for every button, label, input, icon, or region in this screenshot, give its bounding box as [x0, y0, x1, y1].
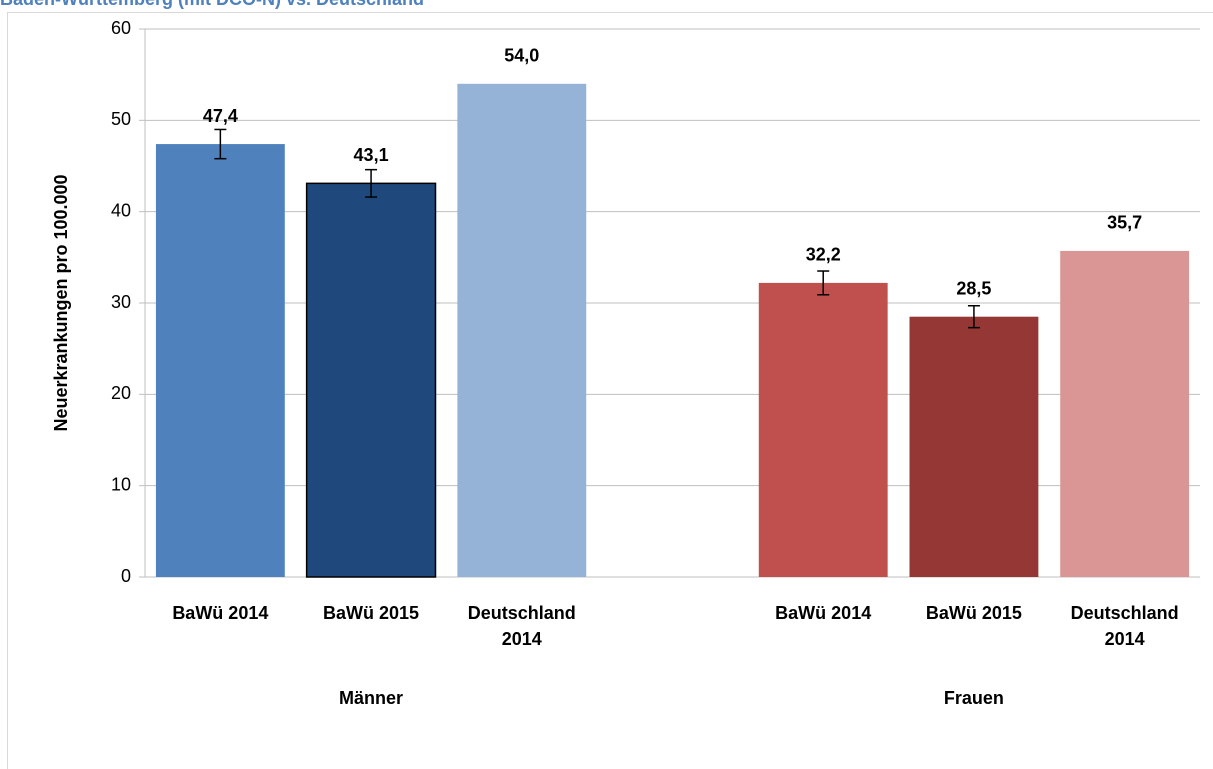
- x-tick-label: Deutschland 2014: [1070, 603, 1179, 649]
- bar: [305, 182, 437, 578]
- y-tick-label: 30: [111, 292, 131, 312]
- y-tick-label: 60: [111, 18, 131, 38]
- error-bar: [365, 168, 378, 198]
- x-tick-label: BaWü 2015: [323, 603, 420, 623]
- value-label: 35,7: [1107, 213, 1142, 233]
- bar: [457, 83, 587, 578]
- value-label: 47,4: [203, 106, 238, 126]
- value-label: 54,0: [504, 46, 539, 66]
- y-tick-label: 10: [111, 474, 131, 494]
- value-label: 32,2: [806, 245, 841, 265]
- y-tick-label: 50: [111, 109, 131, 129]
- value-label: 28,5: [956, 278, 991, 298]
- group-label: Männer: [339, 688, 404, 708]
- x-tick-label: BaWü 2014: [775, 603, 872, 623]
- group-label: Frauen: [943, 688, 1004, 708]
- bar: [909, 316, 1039, 577]
- y-tick-label: 0: [121, 566, 131, 586]
- y-tick-label: 40: [111, 200, 131, 220]
- bar: [758, 282, 888, 577]
- error-bar: [967, 304, 980, 329]
- y-axis-label: Neuerkrankungen pro 100.000: [51, 174, 71, 431]
- chart-frame: [7, 12, 1213, 769]
- error-bar: [817, 270, 830, 296]
- y-tick-label: 20: [111, 383, 131, 403]
- x-tick-label: BaWü 2015: [925, 603, 1022, 623]
- bar: [1060, 250, 1190, 577]
- bar: [155, 144, 285, 577]
- chart-title: Baden-Württemberg (mit DCO-N) vs. Deutsc…: [0, 0, 424, 9]
- x-tick-label: Deutschland 2014: [467, 603, 576, 649]
- value-label: 43,1: [354, 145, 389, 165]
- error-bar: [214, 128, 227, 160]
- x-tick-label: BaWü 2014: [172, 603, 269, 623]
